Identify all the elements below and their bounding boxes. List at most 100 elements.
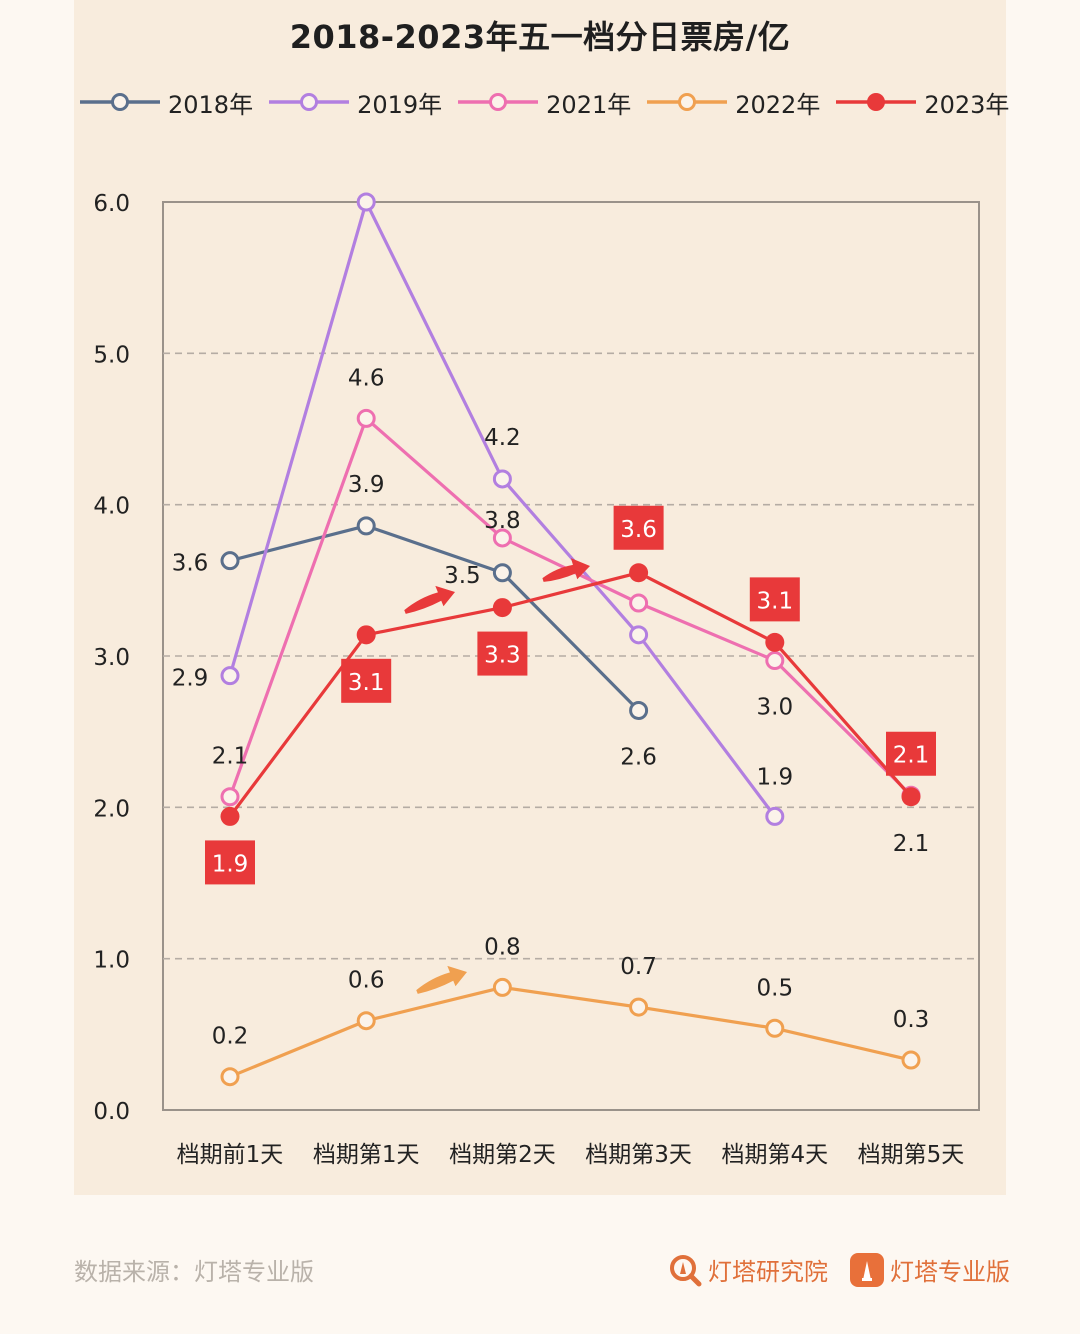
- y-tick-label: 2.0: [93, 796, 130, 822]
- data-point: [629, 625, 649, 645]
- data-point: [492, 977, 512, 997]
- legend-label: 2023年: [924, 90, 1010, 119]
- data-label: 3.5: [444, 563, 481, 589]
- x-tick-label: 档期第2天: [449, 1142, 556, 1168]
- x-tick-label: 档期第4天: [721, 1142, 828, 1168]
- brand-pro-logo: 灯塔专业版: [850, 1252, 1010, 1287]
- legend-item: 2018年: [78, 84, 253, 120]
- data-point: [356, 1011, 376, 1031]
- data-point: [765, 806, 785, 826]
- data-label-highlight: 3.6: [620, 517, 657, 543]
- data-point: [356, 625, 376, 645]
- data-point: [492, 469, 512, 489]
- data-label: 2.1: [893, 831, 930, 857]
- data-point: [220, 806, 240, 826]
- y-tick-label: 3.0: [93, 645, 130, 671]
- y-tick-label: 5.0: [93, 342, 130, 368]
- data-point: [765, 1018, 785, 1038]
- brand-research-label: 灯塔研究院: [708, 1258, 828, 1286]
- data-point: [629, 563, 649, 583]
- trend-arrow: [416, 965, 467, 994]
- data-point: [765, 632, 785, 652]
- data-label: 3.9: [348, 472, 385, 498]
- data-point: [220, 551, 240, 571]
- legend-item: 2021年: [456, 84, 631, 120]
- brand-pro-label: 灯塔专业版: [890, 1258, 1010, 1286]
- trend-arrow: [542, 558, 591, 582]
- data-point: [356, 516, 376, 536]
- legend-item: 2019年: [267, 84, 442, 120]
- y-tick-label: 1.0: [93, 948, 130, 974]
- legend-line-marker-icon: [836, 93, 917, 111]
- x-tick-label: 档期第5天: [858, 1142, 965, 1168]
- data-point: [220, 787, 240, 807]
- x-tick-label: 档期第3天: [585, 1142, 692, 1168]
- data-label: 0.8: [484, 934, 521, 960]
- y-tick-label: 0.0: [93, 1099, 130, 1125]
- data-point: [765, 651, 785, 671]
- lighthouse-app-icon: [850, 1252, 884, 1287]
- data-point: [356, 408, 376, 428]
- data-label-highlight: 1.9: [212, 851, 249, 877]
- data-label-highlight: 3.1: [348, 670, 385, 696]
- data-point: [356, 192, 376, 212]
- x-tick-label: 档期第1天: [313, 1142, 420, 1168]
- trend-arrow: [404, 585, 455, 614]
- data-label: 0.5: [757, 975, 794, 1001]
- legend-item: 2023年: [834, 84, 1009, 120]
- data-point: [220, 666, 240, 686]
- data-label: 0.2: [212, 1024, 249, 1050]
- series-line-2018年: [229, 524, 640, 712]
- series-line-2021年: [228, 416, 913, 798]
- x-tick-label: 档期前1天: [177, 1142, 284, 1168]
- data-label: 3.8: [484, 508, 521, 534]
- data-label-highlight: 3.1: [757, 588, 794, 614]
- data-label: 1.9: [757, 764, 794, 790]
- data-label: 0.7: [620, 954, 657, 980]
- legend-line-marker-icon: [647, 93, 728, 111]
- legend-line-marker-icon: [269, 93, 350, 111]
- series-line-2022年: [229, 985, 912, 1079]
- data-point: [629, 997, 649, 1017]
- y-tick-label: 6.0: [93, 191, 130, 217]
- data-point: [220, 1067, 240, 1087]
- data-label: 3.0: [757, 695, 794, 721]
- data-point: [492, 563, 512, 583]
- data-label: 4.6: [348, 365, 385, 391]
- legend-label: 2018年: [168, 90, 254, 119]
- data-label-box: [205, 840, 255, 885]
- data-label-box: [886, 731, 936, 776]
- lighthouse-search-icon: [670, 1254, 702, 1286]
- data-label-highlight: 3.3: [484, 643, 521, 669]
- data-point: [492, 528, 512, 548]
- legend-line-marker-icon: [458, 93, 539, 111]
- legend-label: 2022年: [735, 90, 821, 119]
- data-source-note: 数据来源：灯塔专业版: [74, 1258, 314, 1286]
- trend-arrow-shape: [404, 585, 455, 614]
- data-label: 0.6: [348, 968, 385, 994]
- chart-title: 2018-2023年五一档分日票房/亿: [289, 18, 791, 56]
- brand-research-logo: 灯塔研究院: [668, 1252, 828, 1287]
- data-point: [901, 787, 921, 807]
- data-point: [492, 598, 512, 618]
- data-point: [629, 593, 649, 613]
- data-label: 2.6: [620, 744, 657, 770]
- trend-arrow-shape: [542, 558, 591, 582]
- data-label: 4.2: [484, 425, 521, 451]
- legend-label: 2019年: [357, 90, 443, 119]
- data-label: 0.3: [893, 1007, 930, 1033]
- data-point: [629, 700, 649, 720]
- data-label-box: [749, 577, 800, 622]
- data-point: [901, 1050, 921, 1070]
- legend-item: 2022年: [645, 84, 820, 120]
- y-tick-label: 4.0: [93, 494, 130, 520]
- data-label: 2.9: [172, 666, 209, 692]
- data-label: 2.1: [212, 744, 249, 770]
- legend-line-marker-icon: [80, 93, 160, 111]
- data-label-highlight: 2.1: [893, 743, 930, 769]
- data-label-box: [341, 658, 392, 703]
- data-label: 3.6: [172, 551, 209, 577]
- chart-legend: 2018年 2019年 2021年 2022年 2023年: [78, 84, 1023, 120]
